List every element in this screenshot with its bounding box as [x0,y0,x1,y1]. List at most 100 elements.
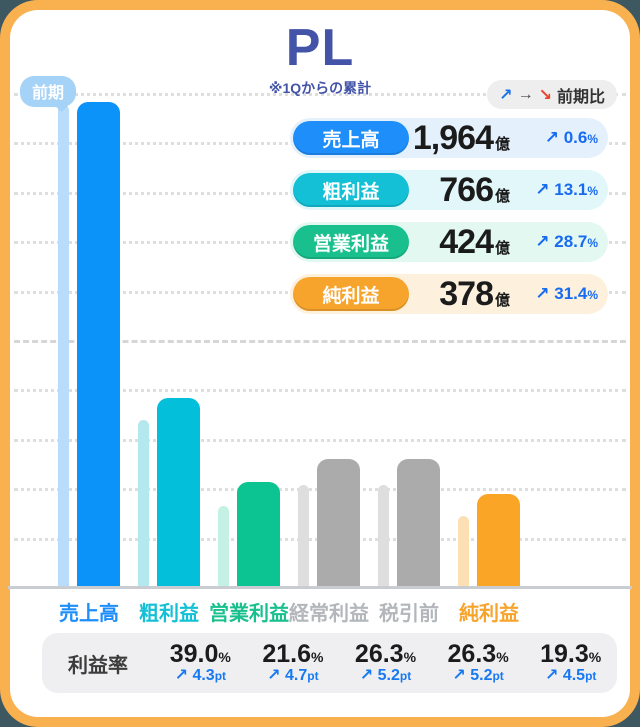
profit-ratio-column: 19.3% ↗ 4.5pt [524,641,617,684]
ratio-unit: % [403,649,417,666]
metric-unit: 億 [494,239,510,257]
bar-prev-1 [138,420,149,587]
profit-ratio-column: 21.6% ↗ 4.7pt [247,641,340,684]
category-label-1: 粗利益 [139,603,199,625]
ratio-change-line: ↗ 4.7pt [247,666,340,685]
stat-card: 売上高 1,964 億 ↗ 0.6% [290,118,608,158]
metric-unit: 億 [494,187,510,205]
metric-value: 766 [439,170,494,209]
metric-pill: 純利益 [293,277,409,311]
gridline-800 [14,389,626,392]
bar-prev-4 [378,485,389,587]
trend-up-icon: ↗ [267,666,281,684]
ratio-change-value: 5.2 [470,666,493,684]
metric-change: ↗ 31.4% [510,284,598,304]
header: PL ※1Qからの累計 [0,20,640,98]
metric-value-wrap: 424 億 [439,223,510,262]
metric-change: ↗ 13.1% [510,180,598,200]
ratio-value-line: 26.3% [339,641,432,667]
ratio-change-line: ↗ 5.2pt [339,666,432,685]
metric-pill: 売上高 [293,121,409,155]
ratio-change-line: ↗ 5.2pt [432,666,525,685]
bar-current-4 [397,459,440,587]
bar-current-3 [317,459,360,587]
ratio-change-value: 4.5 [562,666,586,684]
metric-change-value: 31.4 [554,284,588,303]
profit-ratio-column: 39.0% ↗ 4.3pt [154,641,247,684]
trend-up-icon: ↗ [544,128,559,147]
metric-value: 1,964 [412,118,494,157]
ratio-value: 39.0 [169,640,219,669]
metric-value: 378 [439,274,494,313]
trend-up-icon: ↗ [174,666,188,684]
metric-change-unit: % [587,236,598,250]
bar-current-2 [237,482,280,587]
metric-change-unit: % [587,184,598,198]
ratio-change-value: 5.2 [377,666,400,684]
profit-ratio-panel: 利益率 39.0% ↗ 4.3pt 21.6% ↗ 4.7pt 26.3% ↗ … [42,633,617,693]
metric-unit: 億 [494,291,510,309]
metric-pill: 営業利益 [293,225,409,259]
metric-change-value: 0.6 [563,128,588,147]
category-label-0: 売上高 [59,603,119,625]
ratio-change-unit: pt [399,668,412,683]
metric-pill: 粗利益 [293,173,409,207]
metric-value: 424 [439,222,494,261]
stat-card: 粗利益 766 億 ↗ 13.1% [290,170,608,210]
previous-period-badge: 前期 [20,76,77,113]
trend-up-icon: ↗ [535,232,550,251]
gridline-600 [14,439,626,442]
bar-prev-3 [298,485,309,587]
trend-up-icon: ↗ [452,666,466,684]
metric-change-value: 13.1 [554,180,588,199]
trend-up-icon: ↗ [535,180,550,199]
ratio-change-value: 4.7 [285,666,308,684]
bar-current-5 [477,494,520,587]
ratio-value-line: 21.6% [247,641,340,667]
trend-up-icon: ↗ [499,86,513,104]
bar-prev-2 [218,506,229,587]
ratio-change-line: ↗ 4.3pt [154,666,247,685]
bar-prev-5 [458,516,469,587]
metric-label: 純利益 [322,285,380,307]
category-label-4: 税引前 [379,603,439,625]
ratio-unit: % [218,649,231,666]
profit-ratio-label: 利益率 [68,654,128,677]
bar-prev-0 [58,105,69,587]
trend-down-icon: ↘ [538,86,552,104]
ratio-change-value: 4.3 [192,666,215,684]
ratio-change-unit: pt [585,668,597,683]
ratio-value: 19.3 [540,640,589,669]
ratio-change-line: ↗ 4.5pt [524,666,617,685]
metric-change: ↗ 0.6% [510,128,598,148]
page-title: PL [285,19,355,77]
trend-up-icon: ↗ [359,666,374,684]
metric-label: 営業利益 [312,233,389,255]
metric-change-unit: % [587,132,598,146]
profit-ratio-column: 26.3% ↗ 5.2pt [432,641,525,684]
ratio-unit: % [311,649,324,666]
ratio-change-unit: pt [307,668,319,683]
ratio-value: 26.3 [447,640,497,669]
category-label-5: 純利益 [459,603,519,625]
metric-label: 粗利益 [322,181,380,203]
gridline-2000 [14,93,626,96]
profit-ratio-column: 26.3% ↗ 5.2pt [339,641,432,684]
legend-compare: ↗ → ↘ 前期比 [487,80,617,109]
metric-change-value: 28.7 [554,232,588,251]
metric-change-unit: % [587,288,598,302]
ratio-value-line: 26.3% [432,641,525,667]
trend-up-icon: ↗ [544,666,559,684]
ratio-unit: % [496,649,509,666]
metric-value-wrap: 1,964 億 [413,119,510,158]
metric-unit: 億 [494,135,510,153]
ratio-change-unit: pt [492,668,504,683]
metric-value-wrap: 378 億 [439,275,510,314]
previous-period-label: 前期 [32,85,65,102]
category-label-2: 営業利益 [209,603,289,625]
ratio-unit: % [588,649,602,666]
gridline-1000 [14,340,626,343]
trend-flat-icon: → [517,85,534,103]
metric-change: ↗ 28.7% [510,232,598,252]
